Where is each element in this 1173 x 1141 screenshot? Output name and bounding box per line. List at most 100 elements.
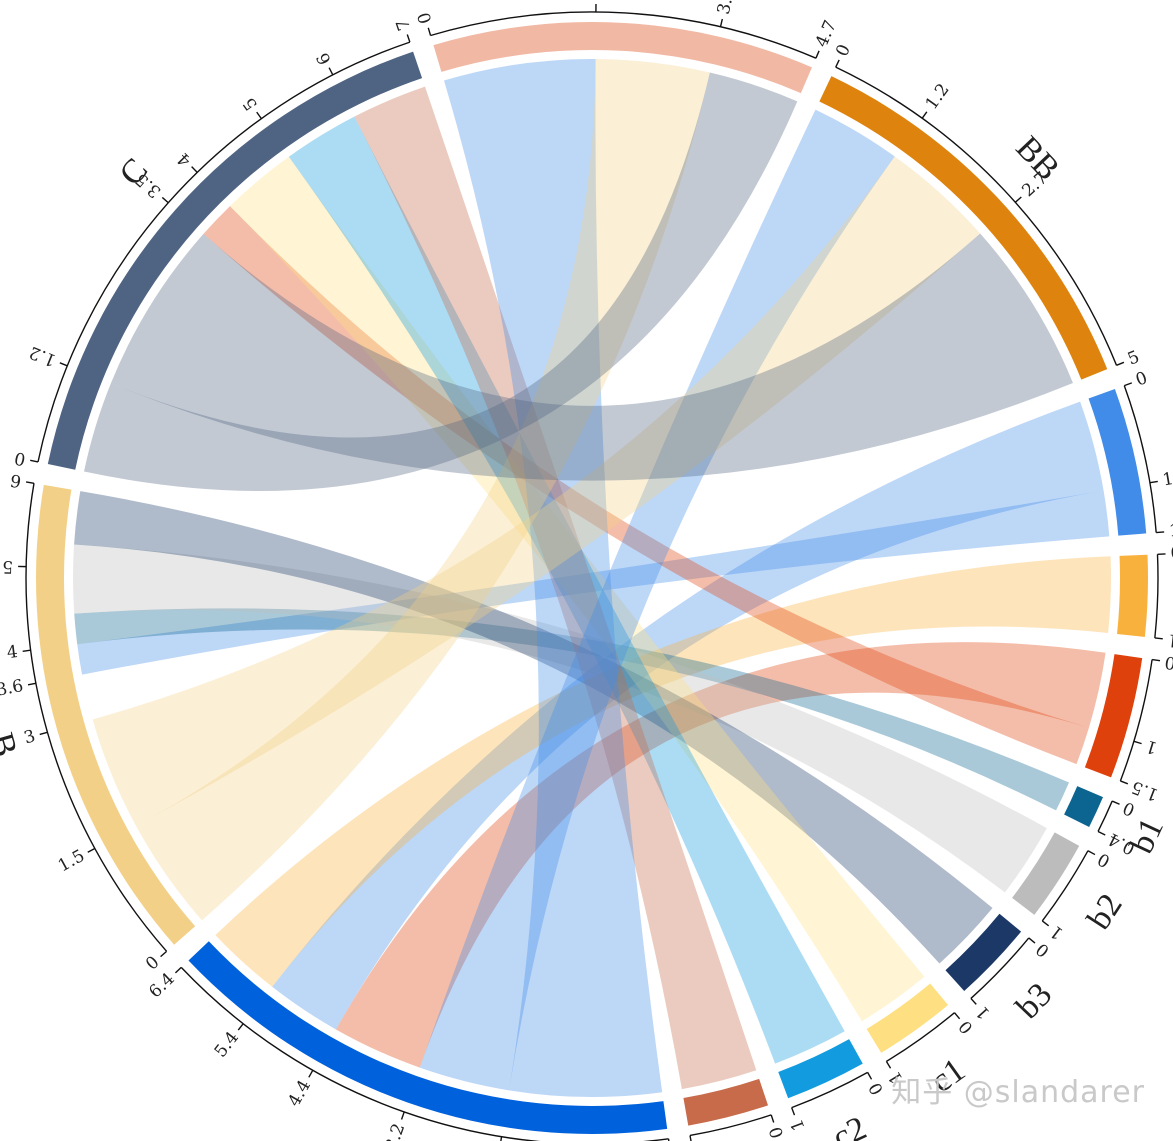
tick-label-b2-0: 0 <box>1095 848 1114 871</box>
segment-b3 <box>945 913 1022 992</box>
tick-label-A-6.4: 6.4 <box>145 969 178 1002</box>
tick-A-5.4 <box>237 1023 244 1031</box>
tick-BB-5 <box>1116 361 1125 366</box>
tick-label-a2-0: 0 <box>1170 543 1173 563</box>
tick-C-4 <box>191 166 198 173</box>
tick-label-a1-1.8: 1.8 <box>1168 519 1173 541</box>
axis-A <box>180 966 669 1141</box>
tick-c1-0 <box>953 1012 961 1020</box>
tick-label-B-5: 5 <box>2 556 13 576</box>
link-A-BB <box>419 109 895 1091</box>
tick-label-B-6: 6 <box>9 469 23 491</box>
tick-b2-0 <box>1087 850 1096 856</box>
tick-B-1.5 <box>87 847 96 853</box>
watermark: 知乎 @slandarer <box>891 1075 1145 1110</box>
tick-label-C-5: 5 <box>239 93 262 113</box>
axis-b2 <box>1041 850 1089 922</box>
axis-a2 <box>1154 554 1159 639</box>
tick-label-a2-1: 1 <box>1167 629 1173 650</box>
segment-label-BB: BB <box>1009 129 1067 187</box>
tick-label-c3-0: 0 <box>766 1124 788 1141</box>
segments-layer <box>35 22 1148 1134</box>
axis-b3 <box>970 937 1030 999</box>
segment-A <box>188 941 668 1134</box>
segment-c1 <box>866 983 949 1053</box>
segment-b2 <box>1012 832 1080 915</box>
axis-BB <box>835 66 1118 366</box>
tick-A-6.4 <box>174 966 182 974</box>
link-B-AA <box>136 59 710 921</box>
tick-label-C-7: 7 <box>393 16 415 33</box>
link-b3-B <box>74 491 993 964</box>
tick-label-A-5.4: 5.4 <box>211 1028 243 1062</box>
tick-label-C-6: 6 <box>313 49 336 68</box>
tick-label-c2-1: 1 <box>787 1116 810 1133</box>
tick-label-c1-0: 0 <box>955 1016 977 1037</box>
segment-c2 <box>778 1039 863 1099</box>
tick-B-0 <box>160 950 168 958</box>
segment-C <box>47 51 423 470</box>
tick-b1-0 <box>1111 800 1120 805</box>
tick-c2-1 <box>791 1107 796 1116</box>
axis-c3 <box>689 1114 772 1137</box>
tick-C-6 <box>328 67 334 76</box>
tick-AA-0 <box>427 27 432 36</box>
tick-label-BB-5: 5 <box>1125 347 1143 370</box>
link-C-AA <box>84 72 798 491</box>
tick-label-C-1.2: 1.2 <box>26 342 59 371</box>
tick-label-B-0: 0 <box>142 952 163 974</box>
tick-c2-0 <box>867 1072 873 1080</box>
tick-c1-1 <box>885 1061 892 1069</box>
tick-a1-1.2 <box>1149 480 1158 484</box>
tick-b3-0 <box>1028 937 1036 944</box>
axis-a3 <box>1119 659 1153 782</box>
segment-a2 <box>1117 554 1148 637</box>
axis-C <box>37 41 411 463</box>
tick-label-a3-1: 1 <box>1143 735 1159 757</box>
tick-C-7 <box>406 34 411 43</box>
tick-BB-2.7 <box>1014 196 1022 203</box>
tick-label-a3-0: 0 <box>1164 652 1173 673</box>
segment-label-B: B <box>0 729 24 761</box>
tick-BB-0 <box>835 59 840 68</box>
tick-label-c2-0: 0 <box>865 1079 888 1098</box>
link-a3-A <box>335 642 1106 1068</box>
tick-b1-0.4 <box>1097 830 1106 836</box>
tick-BB-1.2 <box>921 111 928 119</box>
segment-a1 <box>1088 389 1147 536</box>
link-a2-A <box>215 556 1111 987</box>
tick-label-B-1.5: 1.5 <box>55 846 88 876</box>
tick-C-3.5 <box>161 196 169 204</box>
tick-c3-0 <box>770 1114 775 1123</box>
segment-a3 <box>1084 654 1143 778</box>
tick-label-C-0: 0 <box>13 447 28 469</box>
link-a1-A <box>272 401 1104 1030</box>
tick-label-AA-3.5: 3.5 <box>714 0 740 16</box>
link-C-BB <box>110 233 1073 481</box>
link-b1-B <box>74 608 1069 811</box>
segment-label-A: A <box>371 1134 407 1141</box>
tick-A-3.2 <box>400 1111 405 1120</box>
tick-B-4 <box>22 649 31 652</box>
axis-AA <box>430 11 817 59</box>
tick-label-BB-0: 0 <box>832 41 855 59</box>
segment-label-b2: b2 <box>1080 887 1130 936</box>
segment-BB <box>819 76 1108 380</box>
tick-b3-1 <box>970 997 977 1005</box>
tick-label-a1-0: 0 <box>1133 368 1150 390</box>
tick-b2-1 <box>1041 920 1050 927</box>
links-layer <box>73 58 1111 1097</box>
tick-label-A-4.4: 4.4 <box>284 1077 315 1110</box>
segment-label-c2: c2 <box>827 1110 872 1141</box>
tick-label-B-3: 3 <box>22 726 38 748</box>
tick-c3-1 <box>689 1135 692 1141</box>
tick-C-5 <box>256 111 262 120</box>
link-c1-C <box>230 156 925 1022</box>
tick-label-B-3.6: 3.6 <box>0 676 25 701</box>
tick-B-6 <box>25 481 35 484</box>
tick-C-1.2 <box>59 362 68 367</box>
tick-a1-0 <box>1124 382 1133 387</box>
tick-label-A-3.2: 3.2 <box>381 1121 409 1141</box>
